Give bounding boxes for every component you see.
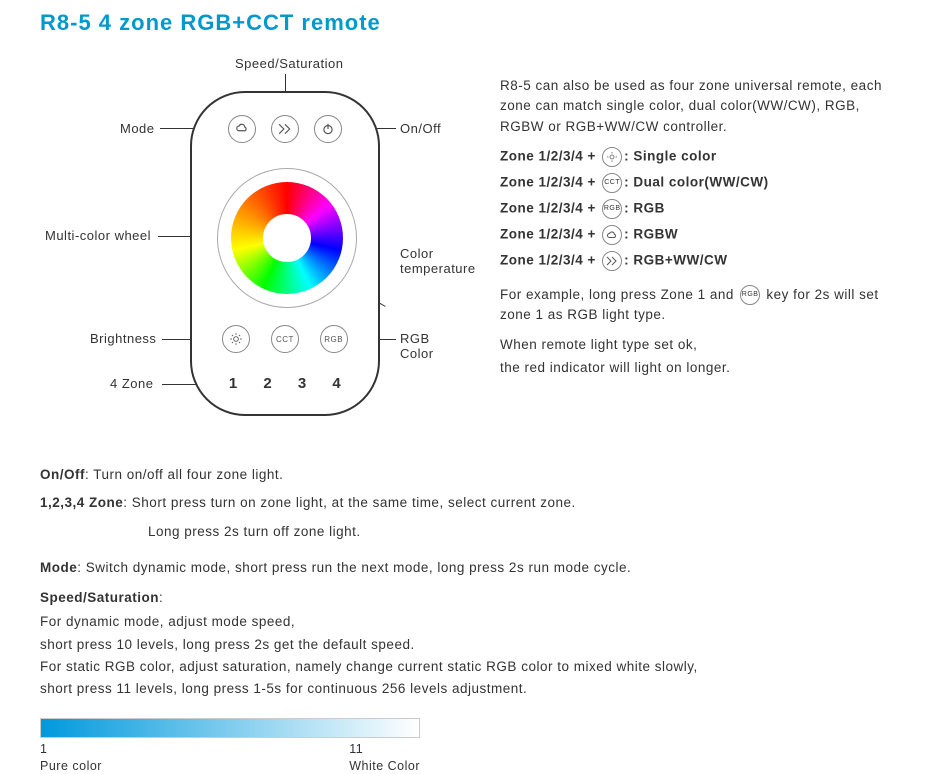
mode-body: : Switch dynamic mode, short press run t… (77, 560, 631, 575)
power-icon (321, 122, 335, 136)
brightness-icon (602, 147, 622, 167)
zone-head: 1,2,3,4 Zone (40, 495, 123, 510)
onoff-body: : Turn on/off all four zone light. (85, 467, 283, 482)
zone-row: 1 2 3 4 (192, 375, 378, 392)
zone-body: : Short press turn on zone light, at the… (123, 495, 575, 510)
example-text: For example, long press Zone 1 and RGB k… (500, 285, 907, 326)
remote-diagram: Speed/Saturation Mode On/Off Multi-color… (40, 56, 460, 436)
rgb-icon: RGB (602, 199, 622, 219)
label-brightness: Brightness (90, 331, 156, 346)
intro-text: R8-5 can also be used as four zone unive… (500, 76, 907, 137)
label-color-temp: Color temperature (400, 246, 476, 276)
page-title: R8-5 4 zone RGB+CCT remote (40, 10, 907, 36)
zone-1-button[interactable]: 1 (229, 375, 238, 392)
ss-body: short press 10 levels, long press 2s get… (40, 637, 415, 652)
zone-mode-row: Zone 1/2/3/4 + : RGBW (500, 225, 907, 245)
zone-mode-row: Zone 1/2/3/4 + RGB: RGB (500, 199, 907, 219)
color-wheel[interactable] (217, 168, 357, 308)
play-icon (278, 123, 292, 135)
ss-body: short press 11 levels, long press 1-5s f… (40, 681, 527, 696)
zone-3-button[interactable]: 3 (298, 375, 307, 392)
ss-body: For dynamic mode, adjust mode speed, (40, 614, 295, 629)
cloud-icon (602, 225, 622, 245)
example-note: the red indicator will light on longer. (500, 358, 907, 378)
label-on-off: On/Off (400, 121, 441, 136)
rgb-icon: RGB (740, 285, 760, 305)
cct-button[interactable]: CCT (271, 325, 299, 353)
power-button[interactable] (314, 115, 342, 143)
mode-head: Mode (40, 560, 77, 575)
gradient-labels: 1Pure color 11White Color (40, 741, 420, 774)
mode-button[interactable] (228, 115, 256, 143)
rgb-button[interactable]: RGB (320, 325, 348, 353)
speed-button[interactable] (271, 115, 299, 143)
remote-body: CCT RGB 1 2 3 4 (190, 91, 380, 416)
example-note: When remote light type set ok, (500, 335, 907, 355)
zone-4-button[interactable]: 4 (332, 375, 341, 392)
cloud-icon (235, 122, 249, 136)
cct-icon: CCT (602, 173, 622, 193)
ss-head: Speed/Saturation (40, 590, 159, 605)
zone-body2: Long press 2s turn off zone light. (148, 524, 361, 539)
label-speed-saturation: Speed/Saturation (235, 56, 343, 71)
zone-mode-row: Zone 1/2/3/4 + : RGB+WW/CW (500, 251, 907, 271)
brightness-button[interactable] (222, 325, 250, 353)
zone-mode-list: Zone 1/2/3/4 + : Single color Zone 1/2/3… (500, 147, 907, 271)
zone-mode-row: Zone 1/2/3/4 + : Single color (500, 147, 907, 167)
zone-2-button[interactable]: 2 (263, 375, 272, 392)
label-four-zone: 4 Zone (110, 376, 153, 391)
instructions-section: On/Off: Turn on/off all four zone light.… (40, 464, 907, 774)
brightness-icon (229, 332, 243, 346)
zone-mode-row: Zone 1/2/3/4 + CCT: Dual color(WW/CW) (500, 173, 907, 193)
ss-body: For static RGB color, adjust saturation,… (40, 659, 698, 674)
top-section: Speed/Saturation Mode On/Off Multi-color… (40, 56, 907, 436)
label-mode: Mode (120, 121, 155, 136)
label-rgb-color: RGB Color (400, 331, 460, 361)
saturation-gradient-bar (40, 718, 420, 738)
description-column: R8-5 can also be used as four zone unive… (500, 56, 907, 436)
onoff-head: On/Off (40, 467, 85, 482)
label-multi-wheel: Multi-color wheel (45, 228, 151, 243)
play-icon (602, 251, 622, 271)
